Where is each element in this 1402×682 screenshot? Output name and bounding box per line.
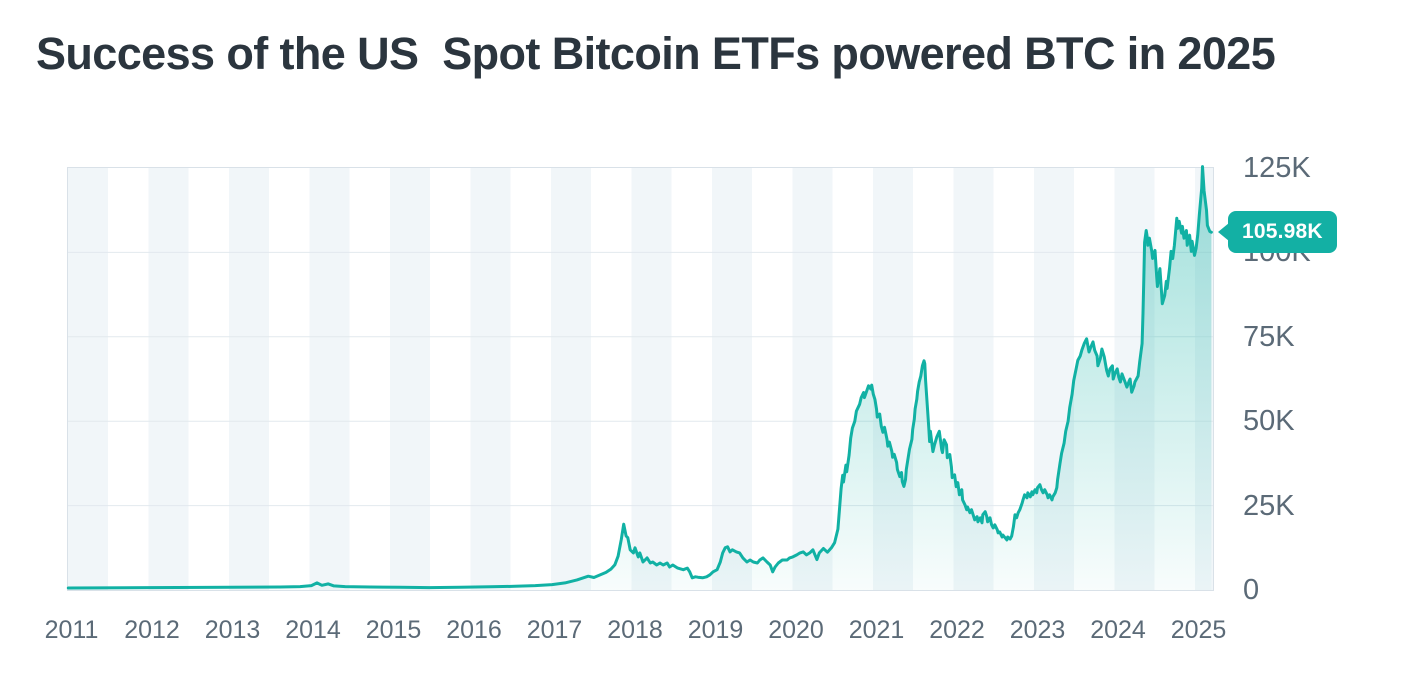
x-axis-label: 2023 — [1009, 616, 1066, 644]
x-axis-label: 2017 — [526, 616, 583, 644]
x-axis-label: 2012 — [124, 616, 180, 644]
y-axis-label: 0 — [1243, 574, 1260, 606]
x-axis-label: 2014 — [285, 616, 341, 644]
x-axis-label: 2025 — [1170, 616, 1227, 644]
y-axis-label: 75K — [1243, 320, 1295, 353]
x-axis-label: 2021 — [848, 616, 905, 644]
current-value-badge: 105.98K — [1228, 211, 1337, 253]
x-axis-label: 2022 — [929, 616, 985, 644]
plot-area[interactable] — [66, 165, 1214, 591]
current-value-label: 105.98K — [1242, 220, 1323, 243]
x-axis-label: 2019 — [687, 616, 744, 644]
y-axis-label: 25K — [1243, 489, 1295, 522]
price-area-svg — [66, 165, 1213, 590]
x-axis-label: 2015 — [365, 616, 422, 644]
x-axis-label: 2020 — [768, 616, 824, 644]
x-axis-label: 2024 — [1090, 616, 1146, 644]
y-axis-label: 125K — [1243, 152, 1311, 184]
x-axis-label: 2011 — [44, 616, 99, 644]
x-axis-label: 2016 — [446, 616, 502, 644]
x-axis-label: 2018 — [607, 616, 663, 644]
chart-title: Success of the US Spot Bitcoin ETFs powe… — [36, 28, 1276, 79]
x-axis-label: 2013 — [204, 616, 261, 644]
y-axis-label: 50K — [1243, 405, 1295, 438]
